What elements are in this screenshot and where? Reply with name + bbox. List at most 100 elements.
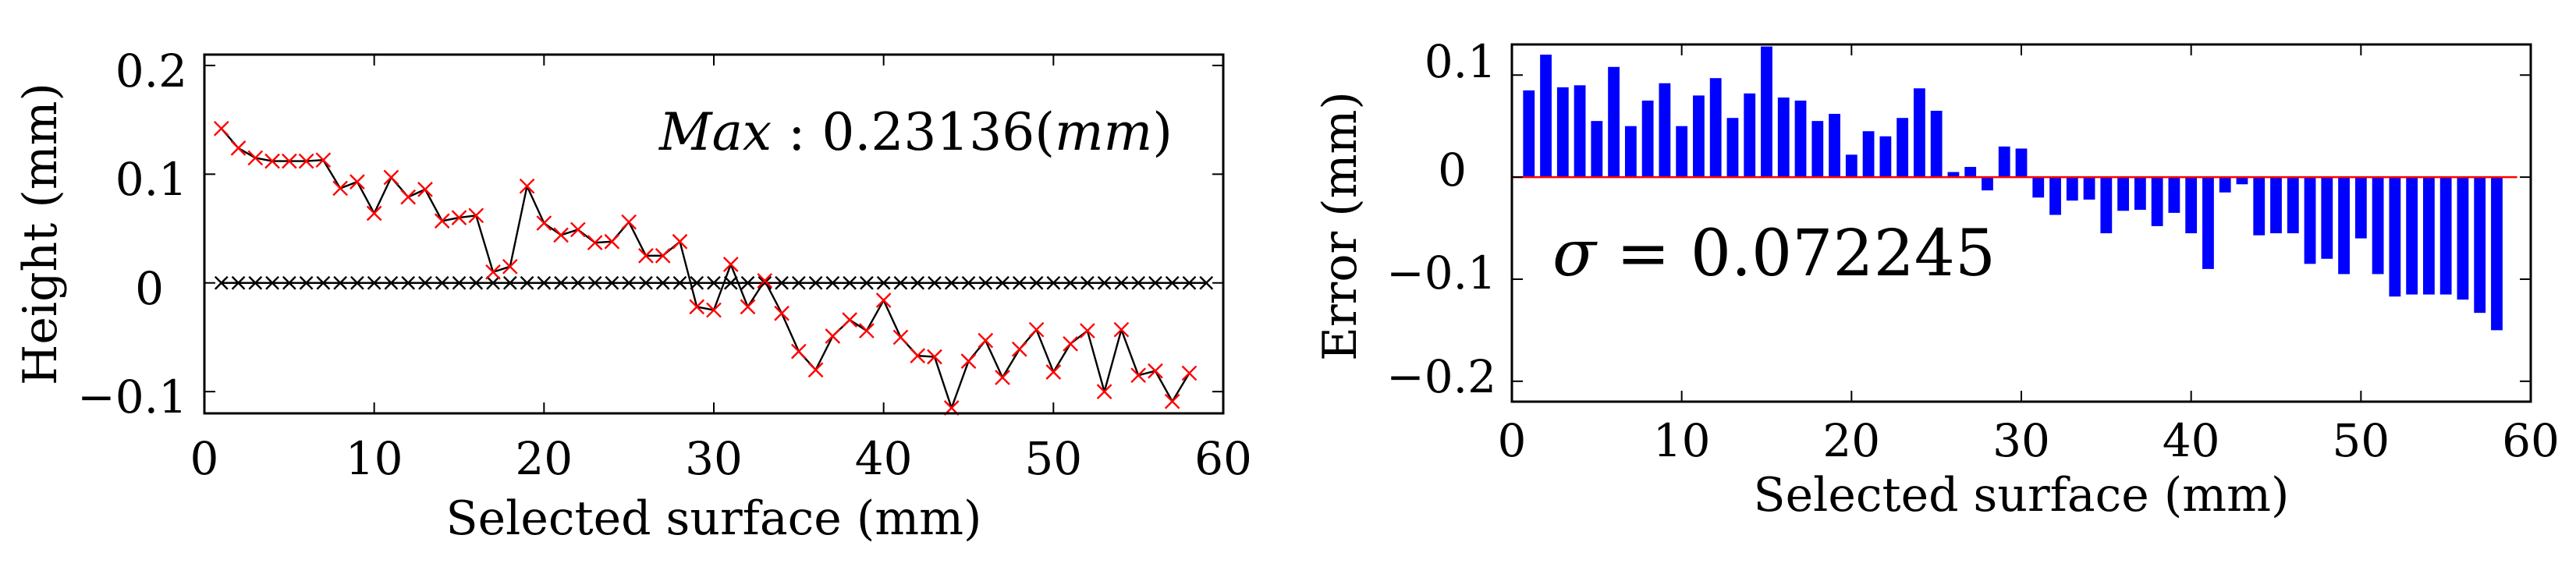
reference-point <box>928 275 942 290</box>
reference-point <box>723 275 738 290</box>
error-bar <box>1998 146 2010 178</box>
error-bar <box>2049 177 2061 215</box>
height-point <box>689 299 705 315</box>
reference-point <box>1080 275 1095 290</box>
height-point <box>349 174 365 190</box>
height-point <box>383 169 399 186</box>
error-bar <box>2134 177 2146 210</box>
left-x-axis-label: Selected surface (mm) <box>446 491 982 546</box>
error-bar <box>2354 177 2367 239</box>
left-ytick-neg0.1: −0.1 <box>77 370 187 423</box>
left-xtick-50: 50 <box>1024 432 1082 485</box>
reference-point <box>384 275 399 290</box>
right-xtick-60: 60 <box>2502 414 2560 467</box>
right-xtick-50: 50 <box>2332 414 2390 467</box>
error-bar <box>2151 177 2163 226</box>
left-xtick-20: 20 <box>515 432 573 485</box>
height-point <box>1028 321 1045 338</box>
reference-point <box>655 275 670 290</box>
error-bar <box>1556 87 1569 178</box>
right-y-axis-label: Error (mm) <box>1313 91 1368 361</box>
error-bar <box>1913 88 1925 178</box>
height-point <box>790 343 807 360</box>
height-point <box>774 305 789 321</box>
height-point <box>451 210 467 225</box>
error-bar <box>1879 136 1892 178</box>
height-point <box>281 153 297 169</box>
error-bar <box>2083 177 2095 200</box>
height-point <box>1113 321 1130 338</box>
error-bar <box>1982 177 1993 191</box>
height-point <box>1011 341 1027 357</box>
reference-point <box>282 275 296 290</box>
height-point <box>1063 335 1078 352</box>
reference-point <box>1182 275 1197 290</box>
reference-point <box>639 275 653 290</box>
height-point <box>366 205 382 221</box>
reference-point <box>265 275 279 290</box>
error-bar <box>1641 100 1654 178</box>
left-ytick-0: 0 <box>135 262 164 315</box>
height-point <box>519 178 535 194</box>
sigma-annotation: σ = 0.072245 <box>1552 217 1996 291</box>
height-point <box>722 257 739 272</box>
reference-point <box>1131 275 1146 290</box>
reference-point <box>775 275 789 290</box>
height-point <box>1045 364 1062 380</box>
right-ytick-neg0.2: −0.2 <box>1386 350 1496 403</box>
reference-point <box>1046 275 1061 290</box>
error-bar <box>2185 177 2198 234</box>
error-bar <box>2202 177 2214 269</box>
height-point <box>400 189 417 205</box>
height-point <box>757 273 773 289</box>
error-bar <box>1693 95 1705 178</box>
reference-point <box>808 275 823 290</box>
left-y-axis-label: Height (mm) <box>13 83 68 385</box>
height-point <box>502 258 518 275</box>
height-point <box>417 181 433 197</box>
error-bar <box>1930 111 1943 178</box>
height-profile-line <box>220 128 1190 409</box>
error-bar <box>2321 177 2333 259</box>
reference-point <box>1114 275 1129 290</box>
reference-point <box>1148 275 1162 290</box>
error-bar <box>2117 177 2130 211</box>
reference-point <box>944 275 959 290</box>
error-bar <box>2253 177 2266 236</box>
height-point <box>1130 367 1147 384</box>
reference-point <box>860 275 874 290</box>
reference-point <box>622 275 637 290</box>
height-point <box>1096 384 1112 399</box>
height-point <box>587 235 603 251</box>
error-bar <box>2168 177 2180 213</box>
left-xtick-30: 30 <box>685 432 743 485</box>
reference-point <box>401 275 416 290</box>
reference-point <box>1165 275 1180 290</box>
height-point <box>230 140 247 156</box>
height-point <box>978 332 994 349</box>
reference-point <box>605 275 619 290</box>
height-point <box>859 323 875 338</box>
error-bar <box>1726 118 1739 178</box>
right-ytick-0.1: 0.1 <box>1425 35 1496 88</box>
reference-point <box>672 275 687 290</box>
error-bar <box>1574 85 1586 178</box>
error-bar <box>1624 126 1637 178</box>
height-point <box>995 370 1010 385</box>
height-point <box>638 248 654 264</box>
left-xtick-0: 0 <box>190 432 219 485</box>
reference-point <box>825 275 840 290</box>
error-bar <box>1964 167 1977 178</box>
reference-point <box>554 275 568 290</box>
right-x-axis-label: Selected surface (mm) <box>1754 468 2290 523</box>
left-ytick-0.1: 0.1 <box>115 153 187 206</box>
height-point <box>1080 323 1095 338</box>
reference-point <box>910 275 925 290</box>
left-xtick-40: 40 <box>855 432 913 485</box>
reference-point <box>486 275 500 290</box>
error-bar <box>2066 177 2078 201</box>
error-bar <box>2236 177 2248 185</box>
reference-point <box>367 275 381 290</box>
reference-point <box>248 275 263 290</box>
